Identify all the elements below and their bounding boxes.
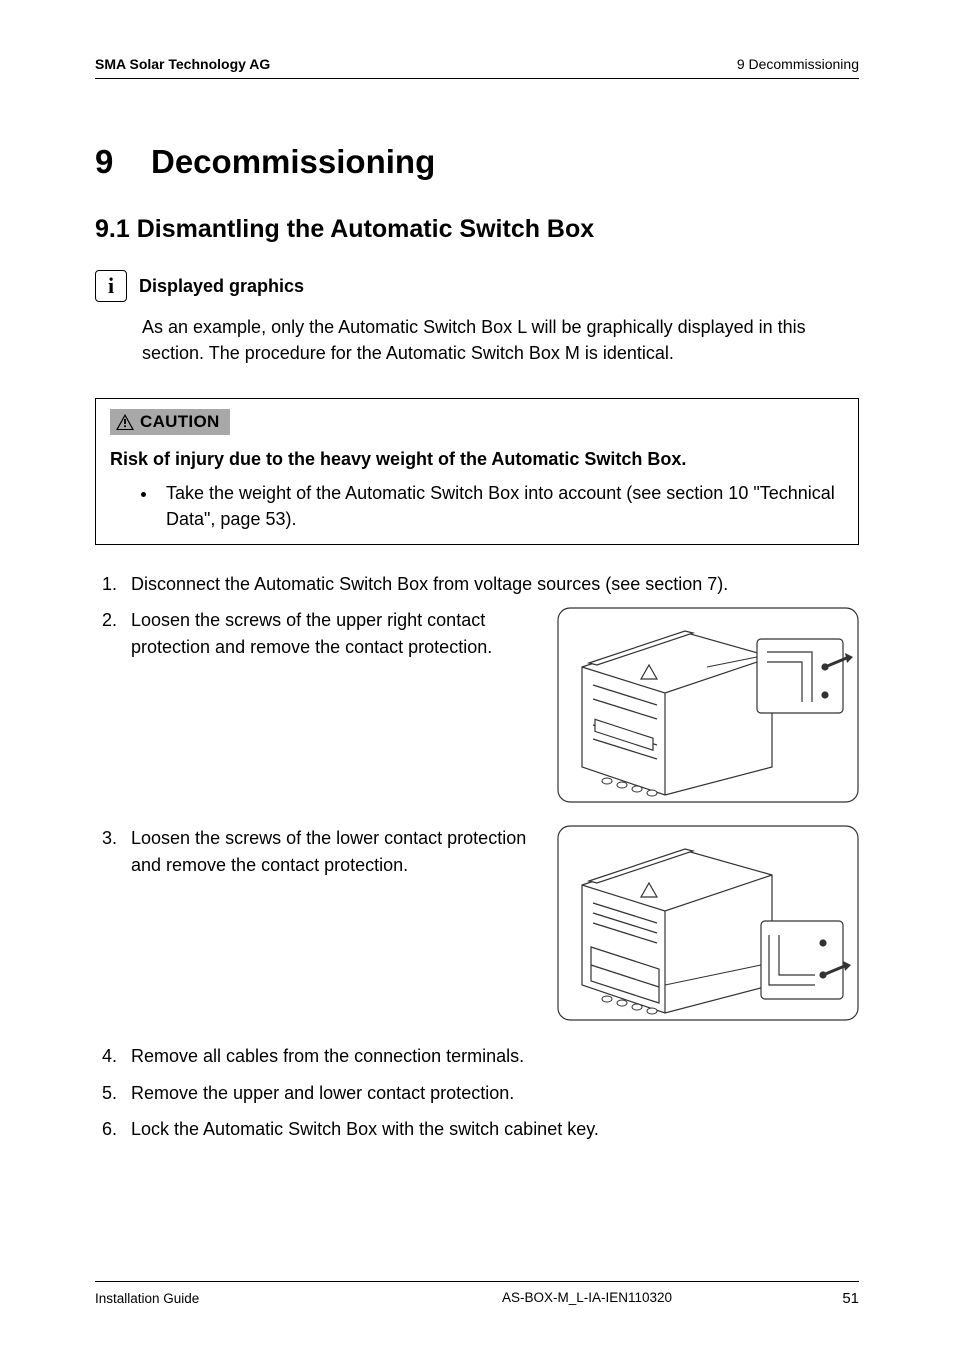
info-icon: i [95,270,127,302]
step-item: Loosen the screws of the upper right con… [95,607,859,815]
caution-bullet: Take the weight of the Automatic Switch … [158,480,844,532]
warning-triangle-icon [116,414,134,430]
step-figure [557,825,859,1021]
caution-bullet-list: Take the weight of the Automatic Switch … [110,480,844,532]
step-item: Lock the Automatic Switch Box with the s… [95,1116,859,1142]
footer-doc-type: Installation Guide [95,1291,199,1306]
info-note: i Displayed graphics As an example, only… [95,270,859,366]
step-text: Remove all cables from the connection te… [131,1043,859,1069]
section-number: 9.1 [95,215,130,243]
section-heading: 9.1 Dismantling the Automatic Switch Box [95,215,859,244]
footer-page-number: 51 [819,1290,859,1307]
info-body: As an example, only the Automatic Switch… [142,314,859,366]
step-text: Lock the Automatic Switch Box with the s… [131,1116,859,1142]
header-rule [95,78,859,79]
footer-doc-id: AS-BOX-M_L-IA-IEN110320 [502,1290,672,1305]
footer-rule [95,1281,859,1282]
caution-badge-text: CAUTION [140,412,220,432]
header-company: SMA Solar Technology AG [95,56,270,72]
step-item: Remove all cables from the connection te… [95,1043,859,1069]
chapter-number: 9 [95,143,151,181]
page-footer: Installation Guide AS-BOX-M_L-IA-IEN1103… [95,1281,859,1352]
step-text: Remove the upper and lower contact prote… [131,1080,859,1106]
procedure-steps: Disconnect the Automatic Switch Box from… [95,571,859,1151]
step-item: Remove the upper and lower contact prote… [95,1080,859,1106]
step-item: Loosen the screws of the lower contact p… [95,825,859,1033]
step-text: Loosen the screws of the upper right con… [131,607,543,659]
chapter-heading: 9Decommissioning [95,143,859,181]
header-section-ref: 9 Decommissioning [737,56,859,72]
step-figure [557,607,859,803]
info-icon-glyph: i [108,273,114,299]
info-title: Displayed graphics [139,276,304,297]
step-item: Disconnect the Automatic Switch Box from… [95,571,859,597]
section-title: Dismantling the Automatic Switch Box [137,215,594,243]
caution-heading: Risk of injury due to the heavy weight o… [110,449,844,470]
caution-box: CAUTION Risk of injury due to the heavy … [95,398,859,545]
step-text: Loosen the screws of the lower contact p… [131,825,543,877]
page-header: SMA Solar Technology AG 9 Decommissionin… [95,56,859,72]
caution-badge: CAUTION [110,409,230,435]
chapter-title: Decommissioning [151,143,435,180]
step-text: Disconnect the Automatic Switch Box from… [131,571,859,597]
